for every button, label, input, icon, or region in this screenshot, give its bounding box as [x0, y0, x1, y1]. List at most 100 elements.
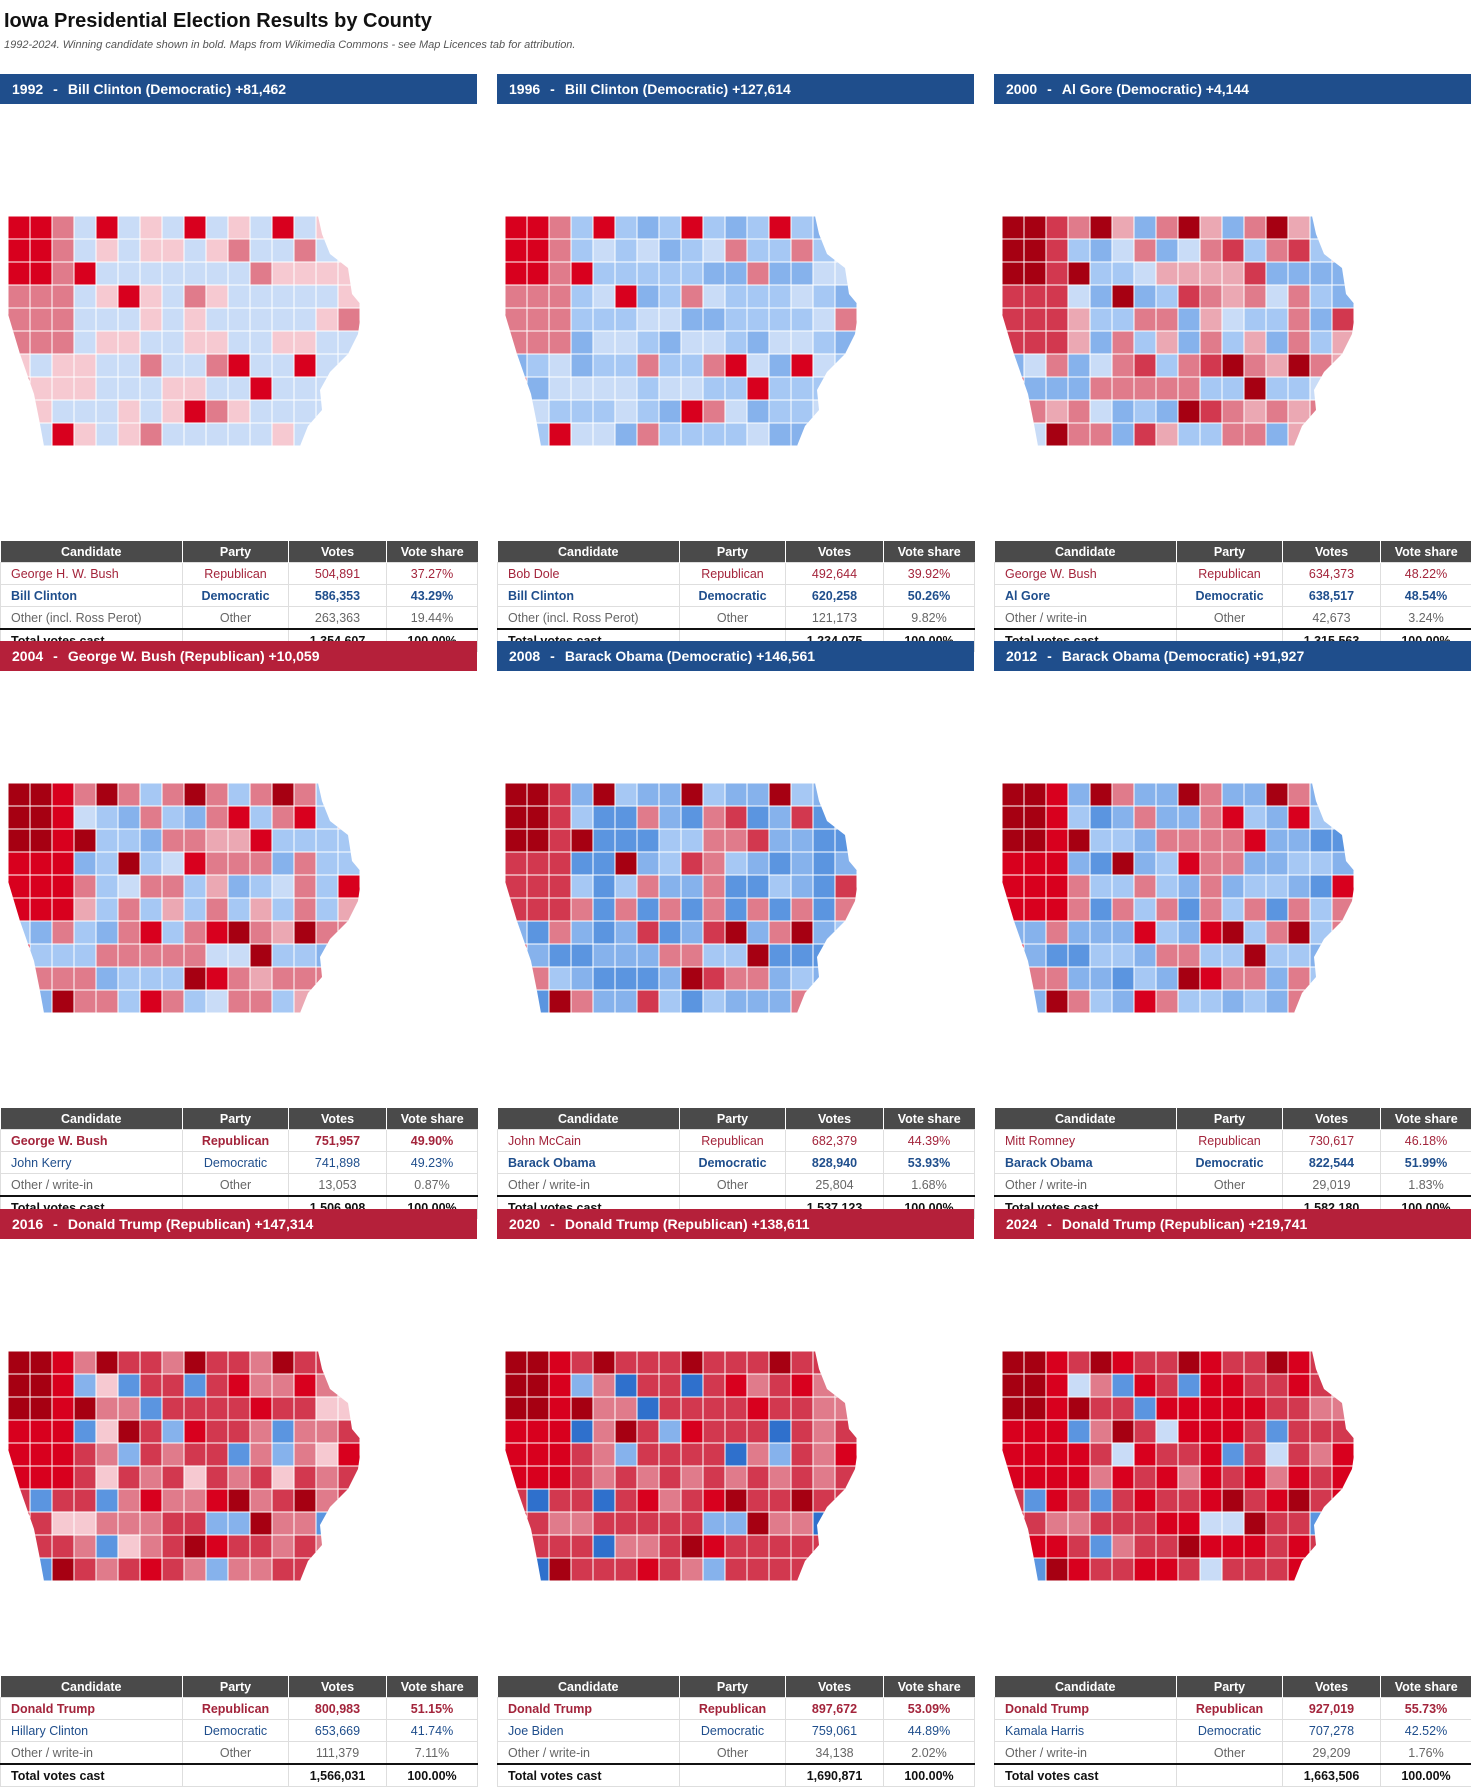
party-cell: Democratic — [1177, 585, 1283, 607]
column-header: Vote share — [1381, 1108, 1471, 1130]
total-votes: 1,663,506 — [1283, 1764, 1381, 1787]
page-title: Iowa Presidential Election Results by Co… — [4, 10, 432, 33]
share-cell: 3.24% — [1381, 607, 1471, 630]
candidate-cell: Al Gore — [995, 585, 1177, 607]
election-year: 2012 — [1006, 648, 1037, 664]
column-header: Party — [680, 1108, 786, 1130]
party-cell: Democratic — [183, 1152, 289, 1174]
column-header: Vote share — [387, 541, 478, 563]
column-header: Party — [680, 541, 786, 563]
election-header: 2008-Barack Obama (Democratic) +146,561 — [497, 641, 974, 671]
candidate-cell: Other (incl. Ross Perot) — [498, 607, 680, 630]
column-header: Vote share — [884, 1108, 975, 1130]
share-cell: 19.44% — [387, 607, 478, 630]
share-cell: 41.74% — [387, 1720, 478, 1742]
column-header: Candidate — [498, 1676, 680, 1698]
candidate-cell: Donald Trump — [995, 1698, 1177, 1720]
election-year: 2008 — [509, 648, 540, 664]
candidate-cell: Donald Trump — [498, 1698, 680, 1720]
candidate-cell: Mitt Romney — [995, 1130, 1177, 1152]
party-cell: Democratic — [680, 585, 786, 607]
votes-cell: 492,644 — [786, 563, 884, 585]
winner-label: Bill Clinton (Democratic) +127,614 — [565, 81, 791, 97]
candidate-cell: Donald Trump — [1, 1698, 183, 1720]
column-header: Candidate — [995, 1108, 1177, 1130]
column-header: Vote share — [1381, 541, 1471, 563]
party-cell: Democratic — [1177, 1152, 1283, 1174]
winner-label: Al Gore (Democratic) +4,144 — [1062, 81, 1249, 97]
column-header: Vote share — [387, 1108, 478, 1130]
candidate-cell: Barack Obama — [995, 1152, 1177, 1174]
total-share: 100.00% — [884, 1764, 975, 1787]
election-header: 2000-Al Gore (Democratic) +4,144 — [994, 74, 1471, 104]
share-cell: 50.26% — [884, 585, 975, 607]
column-header: Vote share — [1381, 1676, 1471, 1698]
election-year: 2016 — [12, 1216, 43, 1232]
column-header: Votes — [289, 1676, 387, 1698]
party-cell: Democratic — [183, 1720, 289, 1742]
share-cell: 48.22% — [1381, 563, 1471, 585]
election-header: 2012-Barack Obama (Democratic) +91,927 — [994, 641, 1471, 671]
votes-cell: 13,053 — [289, 1174, 387, 1197]
candidate-cell: Bob Dole — [498, 563, 680, 585]
votes-cell: 730,617 — [1283, 1130, 1381, 1152]
election-year: 2004 — [12, 648, 43, 664]
header-separator: - — [550, 648, 555, 664]
winner-label: Barack Obama (Democratic) +91,927 — [1062, 648, 1304, 664]
party-cell: Republican — [183, 1698, 289, 1720]
party-cell: Democratic — [680, 1152, 786, 1174]
column-header: Votes — [1283, 1676, 1381, 1698]
votes-cell: 682,379 — [786, 1130, 884, 1152]
share-cell: 49.23% — [387, 1152, 478, 1174]
total-share: 100.00% — [1381, 1764, 1471, 1787]
votes-cell: 263,363 — [289, 607, 387, 630]
header-separator: - — [550, 1216, 555, 1232]
election-year: 2020 — [509, 1216, 540, 1232]
votes-cell: 822,544 — [1283, 1152, 1381, 1174]
column-header: Votes — [786, 541, 884, 563]
votes-cell: 897,672 — [786, 1698, 884, 1720]
column-header: Candidate — [1, 1108, 183, 1130]
candidate-cell: Kamala Harris — [995, 1720, 1177, 1742]
share-cell: 1.68% — [884, 1174, 975, 1197]
election-header: 2020-Donald Trump (Republican) +138,611 — [497, 1209, 974, 1239]
county-map — [497, 104, 974, 495]
county-map — [994, 1239, 1471, 1630]
candidate-cell: Other / write-in — [995, 1174, 1177, 1197]
party-cell: Republican — [680, 563, 786, 585]
candidate-cell: Bill Clinton — [1, 585, 183, 607]
election-panel-2004: 2004-George W. Bush (Republican) +10,059… — [0, 641, 477, 671]
winner-label: Donald Trump (Republican) +138,611 — [565, 1216, 810, 1232]
candidate-cell: Bill Clinton — [498, 585, 680, 607]
winner-label: Donald Trump (Republican) +147,314 — [68, 1216, 313, 1232]
header-separator: - — [53, 648, 58, 664]
share-cell: 39.92% — [884, 563, 975, 585]
column-header: Candidate — [498, 1108, 680, 1130]
column-header: Vote share — [387, 1676, 478, 1698]
header-separator: - — [1047, 1216, 1052, 1232]
candidate-cell: George H. W. Bush — [1, 563, 183, 585]
votes-cell: 121,173 — [786, 607, 884, 630]
winner-label: Donald Trump (Republican) +219,741 — [1062, 1216, 1307, 1232]
candidate-cell: Barack Obama — [498, 1152, 680, 1174]
party-cell: Republican — [1177, 1698, 1283, 1720]
votes-cell: 586,353 — [289, 585, 387, 607]
election-year: 2000 — [1006, 81, 1037, 97]
